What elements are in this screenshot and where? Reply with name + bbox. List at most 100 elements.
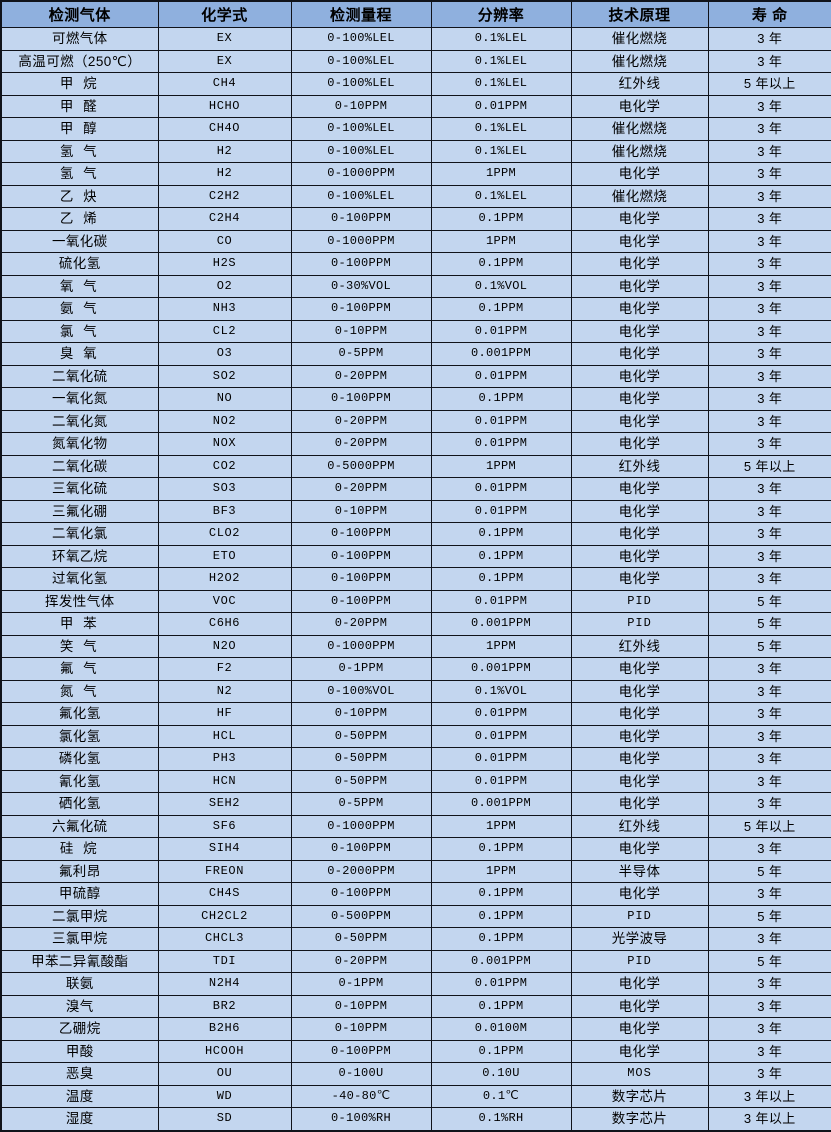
cell-lifetime: 3 年	[707, 499, 831, 523]
column-header-range: 检测量程	[290, 0, 432, 28]
cell-formula: O3	[157, 342, 292, 366]
table-row: 恶臭 OU 0-100U 0.10U MOS 3 年	[0, 1062, 831, 1086]
table-row: 甲苯二异氰酸酯 TDI 0-20PPM 0.001PPM PID 5 年	[0, 949, 831, 973]
cell-gas: 氯化氢	[0, 724, 159, 748]
cell-range: 0-20PPM	[290, 612, 432, 636]
cell-lifetime: 3 年	[707, 837, 831, 861]
table-row: 氰化氢 HCN 0-50PPM 0.01PPM 电化学 3 年	[0, 769, 831, 793]
table-row: 氢 气 H2 0-1000PPM 1PPM 电化学 3 年	[0, 162, 831, 186]
cell-range: 0-100U	[290, 1062, 432, 1086]
cell-technology: 电化学	[570, 207, 709, 231]
cell-resolution: 0.1%VOL	[430, 679, 572, 703]
table-row: 可燃气体 EX 0-100%LEL 0.1%LEL 催化燃烧 3 年	[0, 27, 831, 51]
cell-formula: HCHO	[157, 94, 292, 118]
cell-gas: 氟化氢	[0, 702, 159, 726]
cell-resolution: 0.01PPM	[430, 972, 572, 996]
table-row: 温度 WD -40-80℃ 0.1℃ 数字芯片 3 年以上	[0, 1084, 831, 1108]
column-header-formula: 化学式	[157, 0, 292, 28]
cell-technology: 电化学	[570, 702, 709, 726]
cell-gas: 环氧乙烷	[0, 544, 159, 568]
cell-range: 0-10PPM	[290, 702, 432, 726]
cell-lifetime: 3 年	[707, 162, 831, 186]
table-row: 高温可燃（250℃） EX 0-100%LEL 0.1%LEL 催化燃烧 3 年	[0, 49, 831, 73]
cell-resolution: 0.001PPM	[430, 657, 572, 681]
cell-lifetime: 3 年	[707, 522, 831, 546]
cell-gas: 联氨	[0, 972, 159, 996]
cell-technology: PID	[570, 904, 709, 928]
cell-technology: 电化学	[570, 769, 709, 793]
cell-lifetime: 3 年	[707, 567, 831, 591]
cell-range: 0-1000PPM	[290, 634, 432, 658]
cell-resolution: 0.01PPM	[430, 747, 572, 771]
cell-range: 0-10PPM	[290, 94, 432, 118]
table-row: 氟 气 F2 0-1PPM 0.001PPM 电化学 3 年	[0, 657, 831, 681]
cell-technology: 电化学	[570, 432, 709, 456]
cell-range: 0-100PPM	[290, 589, 432, 613]
cell-formula: SEH2	[157, 792, 292, 816]
cell-lifetime: 5 年	[707, 589, 831, 613]
cell-lifetime: 3 年	[707, 274, 831, 298]
cell-resolution: 0.01PPM	[430, 432, 572, 456]
cell-gas: 溴气	[0, 994, 159, 1018]
cell-gas: 氢 气	[0, 162, 159, 186]
cell-lifetime: 5 年	[707, 859, 831, 883]
cell-range: 0-100%VOL	[290, 679, 432, 703]
cell-gas: 乙 炔	[0, 184, 159, 208]
cell-gas: 氢 气	[0, 139, 159, 163]
cell-resolution: 0.001PPM	[430, 949, 572, 973]
cell-lifetime: 5 年以上	[707, 814, 831, 838]
table-row: 甲 烷 CH4 0-100%LEL 0.1%LEL 红外线 5 年以上	[0, 72, 831, 96]
cell-gas: 过氧化氢	[0, 567, 159, 591]
cell-lifetime: 3 年	[707, 747, 831, 771]
cell-gas: 甲苯二异氰酸酯	[0, 949, 159, 973]
cell-formula: SO2	[157, 364, 292, 388]
cell-lifetime: 3 年以上	[707, 1084, 831, 1108]
cell-range: 0-20PPM	[290, 949, 432, 973]
table-row: 乙硼烷 B2H6 0-10PPM 0.0100M 电化学 3 年	[0, 1017, 831, 1041]
cell-technology: 红外线	[570, 634, 709, 658]
cell-formula: H2	[157, 162, 292, 186]
cell-resolution: 0.01PPM	[430, 409, 572, 433]
cell-resolution: 0.01PPM	[430, 724, 572, 748]
cell-formula: SIH4	[157, 837, 292, 861]
cell-gas: 甲硫醇	[0, 882, 159, 906]
cell-resolution: 0.1PPM	[430, 297, 572, 321]
table-row: 甲酸 HCOOH 0-100PPM 0.1PPM 电化学 3 年	[0, 1039, 831, 1063]
cell-resolution: 0.1PPM	[430, 544, 572, 568]
cell-gas: 氟利昂	[0, 859, 159, 883]
cell-resolution: 0.1%LEL	[430, 72, 572, 96]
cell-lifetime: 3 年	[707, 207, 831, 231]
cell-resolution: 0.1%RH	[430, 1107, 572, 1131]
cell-lifetime: 3 年	[707, 882, 831, 906]
cell-resolution: 0.001PPM	[430, 612, 572, 636]
cell-lifetime: 3 年	[707, 994, 831, 1018]
cell-lifetime: 5 年	[707, 949, 831, 973]
cell-resolution: 0.01PPM	[430, 589, 572, 613]
cell-gas: 二氧化碳	[0, 454, 159, 478]
cell-resolution: 0.01PPM	[430, 477, 572, 501]
cell-gas: 六氟化硫	[0, 814, 159, 838]
cell-resolution: 0.01PPM	[430, 94, 572, 118]
cell-range: 0-5000PPM	[290, 454, 432, 478]
cell-gas: 三氯甲烷	[0, 927, 159, 951]
table-row: 氢 气 H2 0-100%LEL 0.1%LEL 催化燃烧 3 年	[0, 139, 831, 163]
table-row: 甲 醛 HCHO 0-10PPM 0.01PPM 电化学 3 年	[0, 94, 831, 118]
cell-resolution: 0.01PPM	[430, 319, 572, 343]
column-header-gas: 检测气体	[0, 0, 159, 28]
cell-formula: CH4	[157, 72, 292, 96]
cell-range: 0-100%LEL	[290, 117, 432, 141]
cell-gas: 氟 气	[0, 657, 159, 681]
cell-range: 0-1000PPM	[290, 229, 432, 253]
cell-technology: 电化学	[570, 994, 709, 1018]
cell-range: 0-100%LEL	[290, 27, 432, 51]
cell-range: 0-100%LEL	[290, 49, 432, 73]
cell-resolution: 0.1%LEL	[430, 49, 572, 73]
cell-formula: CH2CL2	[157, 904, 292, 928]
cell-formula: NH3	[157, 297, 292, 321]
cell-gas: 笑 气	[0, 634, 159, 658]
table-body: 可燃气体 EX 0-100%LEL 0.1%LEL 催化燃烧 3 年高温可燃（250℃） E…	[0, 27, 831, 1131]
cell-formula: VOC	[157, 589, 292, 613]
cell-technology: 电化学	[570, 522, 709, 546]
cell-formula: CO	[157, 229, 292, 253]
